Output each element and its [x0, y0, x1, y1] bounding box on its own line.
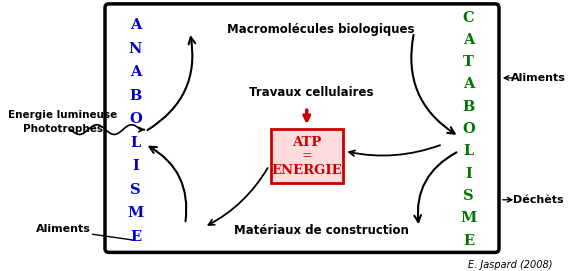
Text: Déchèts: Déchèts: [513, 195, 563, 205]
Text: O: O: [129, 112, 142, 126]
Text: L: L: [463, 144, 474, 159]
Text: Energie lumineuse: Energie lumineuse: [9, 110, 117, 120]
Text: T: T: [463, 55, 474, 69]
Text: =: =: [302, 149, 312, 162]
Text: I: I: [465, 167, 472, 181]
Text: Phototrophes: Phototrophes: [23, 124, 103, 134]
Text: Macromolécules biologiques: Macromolécules biologiques: [227, 23, 415, 36]
Text: B: B: [462, 100, 475, 114]
Text: L: L: [131, 136, 141, 150]
FancyBboxPatch shape: [105, 4, 499, 252]
Text: Matériaux de construction: Matériaux de construction: [234, 224, 409, 237]
Text: Aliments: Aliments: [511, 73, 565, 83]
Text: B: B: [129, 89, 142, 103]
Text: A: A: [463, 78, 474, 92]
Text: C: C: [463, 11, 474, 25]
Bar: [271, 129, 343, 183]
Text: M: M: [461, 211, 477, 225]
Text: S: S: [130, 183, 141, 197]
Text: M: M: [128, 206, 144, 220]
Text: N: N: [129, 42, 142, 56]
Text: Travaux cellulaires: Travaux cellulaires: [249, 86, 374, 99]
Text: E: E: [463, 234, 474, 248]
Text: A: A: [130, 65, 141, 79]
Text: ENERGIE: ENERGIE: [271, 164, 342, 177]
Text: ATP: ATP: [292, 136, 321, 149]
Text: E. Jaspard (2008): E. Jaspard (2008): [468, 260, 552, 270]
Text: A: A: [463, 33, 474, 47]
Text: I: I: [132, 159, 139, 173]
Text: S: S: [463, 189, 474, 203]
Text: Aliments: Aliments: [35, 224, 91, 234]
Text: A: A: [130, 18, 141, 32]
Text: O: O: [462, 122, 475, 136]
Text: E: E: [130, 230, 141, 244]
